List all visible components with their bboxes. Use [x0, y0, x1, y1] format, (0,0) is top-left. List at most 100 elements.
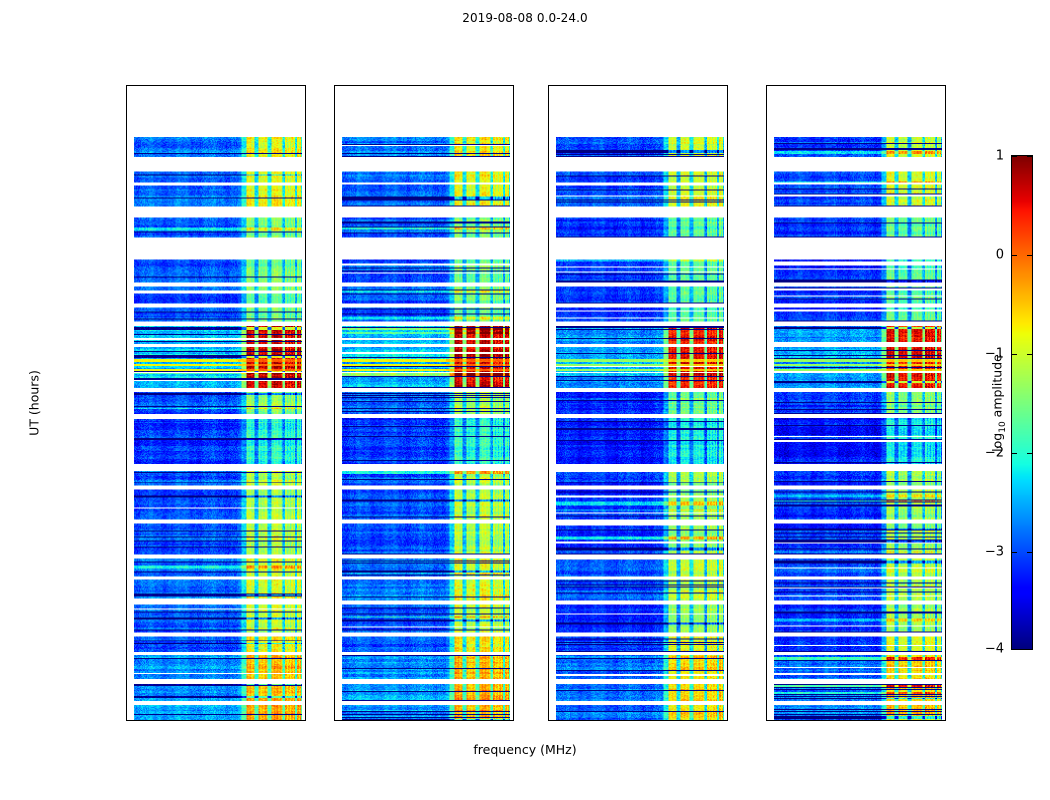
y-tick-mark: [334, 457, 335, 458]
x-tick-mark: [507, 720, 508, 721]
x-tick-mark: [898, 720, 899, 721]
x-tick-mark-top: [299, 85, 300, 86]
colorbar-tick-mark-right: [1027, 552, 1032, 553]
panel-xx[interactable]: XX, V8*V10=EA15*EA09 3203353503653800510…: [126, 85, 306, 721]
x-tick-mark-top: [639, 85, 640, 86]
x-tick-mark-top: [176, 85, 177, 86]
y-tick-mark-right: [945, 457, 946, 458]
x-tick-mark-top: [258, 85, 259, 86]
y-tick-mark: [766, 590, 767, 591]
x-tick-mark: [258, 720, 259, 721]
panel-xy[interactable]: XY, V8*V10=EA15*EA09 3203353503653800510…: [548, 85, 728, 721]
colorbar-tick-mark: [1012, 156, 1017, 157]
colorbar-tick-label: 0: [995, 247, 1004, 263]
y-tick-mark-right: [727, 325, 728, 326]
y-tick-mark: [548, 325, 549, 326]
x-tick-mark: [384, 720, 385, 721]
y-tick-mark-right: [727, 590, 728, 591]
colorbar-label: log10 amplitude: [989, 354, 1011, 452]
colorbar[interactable]: −4 −3 −2 −1 0 1: [985, 149, 1033, 657]
y-tick-mark-right: [513, 457, 514, 458]
colorbar-tick-label: 1: [995, 148, 1004, 164]
waterfall-image-xx: [127, 86, 305, 720]
y-tick-mark-right: [513, 590, 514, 591]
y-tick-mark: [334, 590, 335, 591]
y-tick-mark-right: [305, 192, 306, 193]
y-tick-mark: [766, 457, 767, 458]
x-tick-mark-top: [343, 85, 344, 86]
x-tick-mark-top: [135, 85, 136, 86]
waterfall-image-yy: [335, 86, 513, 720]
x-tick-mark: [343, 720, 344, 721]
y-tick-mark-right: [945, 192, 946, 193]
panel-yx[interactable]: YX, V8*V10=EA15*EA09 3203353503653800510…: [766, 85, 946, 721]
x-tick-mark-top: [507, 85, 508, 86]
colorbar-tick-mark: [1012, 649, 1017, 650]
colorbar-tick-mark: [1012, 255, 1017, 256]
y-tick-mark: [126, 590, 127, 591]
y-tick-mark-right: [305, 457, 306, 458]
x-tick-mark-top: [857, 85, 858, 86]
x-tick-mark-top: [425, 85, 426, 86]
x-tick-mark-top: [680, 85, 681, 86]
colorbar-tick-mark-right: [1027, 156, 1032, 157]
colorbar-label-prefix: log: [989, 432, 1005, 452]
colorbar-tick-mark: [1012, 552, 1017, 553]
x-tick-mark: [721, 720, 722, 721]
y-tick-mark-right: [513, 192, 514, 193]
y-tick-mark-right: [305, 590, 306, 591]
x-tick-mark-top: [557, 85, 558, 86]
x-tick-mark: [816, 720, 817, 721]
colorbar-tick-mark: [1012, 354, 1017, 355]
x-tick-mark-top: [217, 85, 218, 86]
x-tick-mark: [939, 720, 940, 721]
y-tick-mark: [548, 590, 549, 591]
x-tick-mark: [135, 720, 136, 721]
y-tick-mark: [126, 192, 127, 193]
y-tick-mark-right: [305, 325, 306, 326]
x-tick-mark: [425, 720, 426, 721]
x-tick-mark-top: [898, 85, 899, 86]
x-tick-mark: [680, 720, 681, 721]
y-tick-mark: [766, 325, 767, 326]
x-tick-mark-top: [598, 85, 599, 86]
x-tick-mark: [466, 720, 467, 721]
x-tick-mark: [299, 720, 300, 721]
x-tick-mark: [639, 720, 640, 721]
y-tick-mark: [126, 457, 127, 458]
x-tick-mark: [557, 720, 558, 721]
x-tick-mark-top: [939, 85, 940, 86]
y-tick-mark-right: [945, 590, 946, 591]
y-tick-mark: [548, 192, 549, 193]
x-tick-mark-top: [721, 85, 722, 86]
y-tick-mark: [334, 192, 335, 193]
colorbar-label-sub: 10: [997, 421, 1008, 433]
y-tick-mark-right: [513, 325, 514, 326]
colorbar-tick-mark-right: [1027, 649, 1032, 650]
y-tick-mark-right: [727, 457, 728, 458]
x-tick-mark: [775, 720, 776, 721]
colorbar-tick-label: −4: [984, 641, 1004, 657]
panel-yy[interactable]: YY, V8*V10=EA15*EA09 3203353503653800510…: [334, 85, 514, 721]
y-axis-label: UT (hours): [26, 370, 42, 436]
x-tick-mark-top: [384, 85, 385, 86]
y-tick-mark: [126, 325, 127, 326]
waterfall-image-xy: [549, 86, 727, 720]
x-tick-mark-top: [466, 85, 467, 86]
x-tick-mark: [857, 720, 858, 721]
colorbar-tick-mark-right: [1027, 354, 1032, 355]
y-tick-mark-right: [727, 192, 728, 193]
y-tick-mark: [766, 192, 767, 193]
x-tick-mark: [217, 720, 218, 721]
colorbar-label-suffix: amplitude: [989, 354, 1005, 422]
colorbar-tick-mark: [1012, 453, 1017, 454]
y-tick-mark-right: [945, 325, 946, 326]
x-tick-mark-top: [775, 85, 776, 86]
x-axis-label: frequency (MHz): [473, 742, 577, 757]
colorbar-tick-label: −3: [984, 544, 1004, 560]
colorbar-tick-mark-right: [1027, 255, 1032, 256]
x-tick-mark-top: [816, 85, 817, 86]
y-tick-mark: [334, 325, 335, 326]
x-tick-mark: [598, 720, 599, 721]
